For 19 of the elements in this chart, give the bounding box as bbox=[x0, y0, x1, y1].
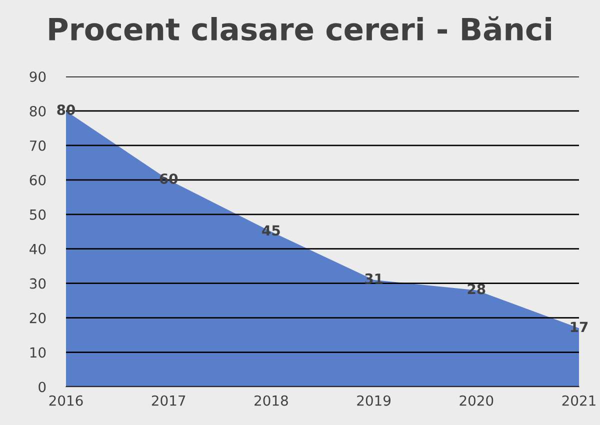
y-tick-label: 70 bbox=[30, 140, 46, 151]
y-tick-label: 90 bbox=[30, 71, 46, 82]
y-tick-label: 80 bbox=[30, 106, 46, 116]
y-tick-label: 0 bbox=[38, 382, 46, 392]
x-tick-label: 2020 bbox=[460, 395, 494, 406]
x-tick-label: 2016 bbox=[49, 395, 83, 406]
x-tick-label: 2017 bbox=[152, 395, 186, 406]
x-tick-label: 2018 bbox=[254, 395, 288, 406]
x-tick-label: 2019 bbox=[357, 395, 390, 406]
chart-title: Procent clasare cereri - Bănci bbox=[49, 16, 551, 41]
x-tick-label: 2021 bbox=[562, 395, 596, 406]
y-tick-label: 20 bbox=[30, 312, 46, 324]
y-tick-label: 50 bbox=[30, 209, 46, 220]
y-tick-label: 30 bbox=[30, 278, 46, 289]
y-tick-label: 10 bbox=[30, 347, 46, 358]
data-label: 80 bbox=[57, 104, 75, 115]
y-tick-label: 40 bbox=[30, 244, 46, 254]
data-label: 60 bbox=[160, 173, 178, 184]
y-tick-label: 60 bbox=[30, 174, 46, 186]
